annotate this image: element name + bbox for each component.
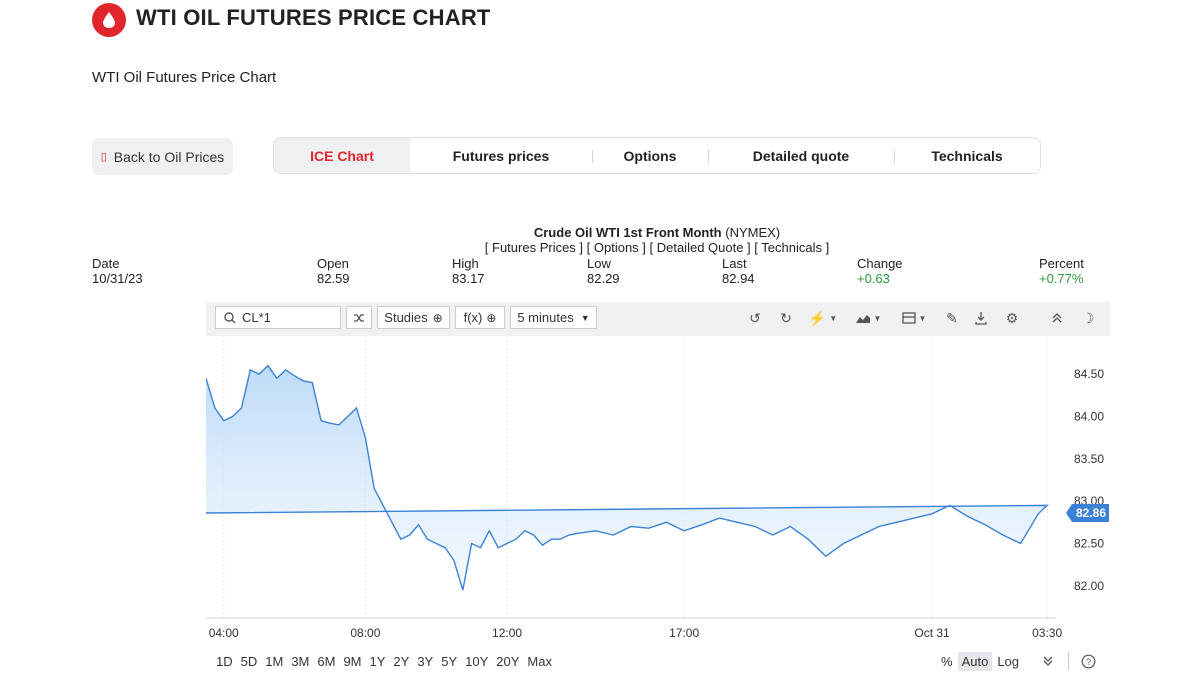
tab-detailed-quote[interactable]: Detailed quote xyxy=(708,138,894,173)
range-10y[interactable]: 10Y xyxy=(465,653,489,669)
y-tick-label: 84.00 xyxy=(1074,409,1104,423)
y-tick-label: 82.50 xyxy=(1074,536,1104,550)
brand-logo xyxy=(92,3,126,37)
y-tick-label: 82.00 xyxy=(1074,579,1104,593)
range-1d[interactable]: 1D xyxy=(216,653,233,669)
studies-button[interactable]: Studies ⊕ xyxy=(377,306,450,329)
quote-high: High 83.17 xyxy=(452,256,485,286)
x-tick-label: 04:00 xyxy=(209,626,239,640)
dark-mode-moon-icon[interactable]: ☽ xyxy=(1081,309,1095,326)
page-title: WTI OIL FUTURES PRICE CHART xyxy=(136,5,491,30)
range-3m[interactable]: 3M xyxy=(291,653,310,669)
redo-icon[interactable]: ↻ xyxy=(780,309,792,326)
back-arrow-icon: ▯ xyxy=(100,151,107,163)
functions-label: f(x) xyxy=(463,310,483,325)
price-line xyxy=(206,364,1049,591)
expand-down-icon[interactable] xyxy=(1038,651,1058,671)
chevron-down-icon: ▼ xyxy=(829,313,838,323)
scale-auto[interactable]: Auto xyxy=(957,651,993,671)
range-6m[interactable]: 6M xyxy=(317,653,336,669)
chart-tabs: ICE Chart Futures prices Options Detaile… xyxy=(273,137,1041,174)
functions-button[interactable]: f(x) ⊕ xyxy=(455,306,505,329)
last-price-marker xyxy=(1066,503,1109,522)
tab-technicals[interactable]: Technicals xyxy=(894,138,1040,173)
x-tick-label: 17:00 xyxy=(669,626,699,640)
interval-value: 5 minutes xyxy=(517,310,574,325)
help-icon[interactable]: ? xyxy=(1078,651,1098,671)
layout-menu[interactable]: ▼ xyxy=(898,308,930,328)
quote-date: Date 10/31/23 xyxy=(92,256,143,286)
search-icon xyxy=(224,311,236,323)
chevron-down-icon: ▼ xyxy=(918,313,927,323)
chevron-down-icon: ▼ xyxy=(580,312,590,323)
x-tick-label: 08:00 xyxy=(350,626,380,640)
svg-text:?: ? xyxy=(1085,657,1090,667)
lightning-icon: ⚡ xyxy=(808,309,827,326)
range-5d[interactable]: 5D xyxy=(240,653,258,669)
pencil-icon[interactable]: ✎ xyxy=(946,309,958,326)
compare-button[interactable] xyxy=(346,306,372,329)
chevron-down-icon: ▼ xyxy=(873,313,882,323)
price-area-fill xyxy=(206,365,1048,618)
range-9m[interactable]: 9M xyxy=(343,653,362,669)
collapse-up-icon[interactable] xyxy=(1047,308,1067,328)
plus-circle-icon: ⊕ xyxy=(432,310,443,325)
scale-percent[interactable]: % xyxy=(941,653,953,669)
range-1y[interactable]: 1Y xyxy=(369,653,386,669)
y-tick-label: 83.50 xyxy=(1074,452,1104,466)
settings-gear-icon[interactable]: ⚙ xyxy=(1005,309,1019,326)
quote-last: Last 82.94 xyxy=(722,256,755,286)
range-selector: 1D 5D 1M 3M 6M 9M 1Y 2Y 3Y 5Y 10Y 20Y Ma… xyxy=(212,650,556,672)
x-tick-label: 03:30 xyxy=(1032,626,1062,640)
quote-open: Open 82.59 xyxy=(317,256,350,286)
scale-log[interactable]: Log xyxy=(997,653,1020,669)
undo-icon[interactable]: ↺ xyxy=(749,309,761,326)
last-price-label: 82.86 xyxy=(1076,506,1106,520)
scale-selector: % Auto Log xyxy=(936,650,1024,672)
range-3y[interactable]: 3Y xyxy=(417,653,434,669)
oil-drop-icon xyxy=(103,12,115,28)
interval-select[interactable]: 5 minutes ▼ xyxy=(510,306,597,329)
x-tick-label: Oct 31 xyxy=(914,626,950,640)
symbol-value: CL*1 xyxy=(242,310,271,325)
shuffle-icon xyxy=(354,313,364,322)
symbol-search-input[interactable]: CL*1 xyxy=(215,306,341,329)
tab-ice-chart[interactable]: ICE Chart xyxy=(274,138,410,173)
range-5y[interactable]: 5Y xyxy=(441,653,458,669)
range-20y[interactable]: 20Y xyxy=(496,653,520,669)
events-menu[interactable]: ⚡ ▼ xyxy=(808,308,838,328)
quote-percent: Percent +0.77% xyxy=(1039,256,1084,286)
instrument-exchange: (NYMEX) xyxy=(725,225,781,240)
layout-icon xyxy=(901,312,916,324)
back-button-label: Back to Oil Prices xyxy=(113,148,225,165)
plus-circle-icon: ⊕ xyxy=(486,310,497,325)
quote-change: Change +0.63 xyxy=(857,256,903,286)
x-tick-label: 12:00 xyxy=(492,626,522,640)
tab-options[interactable]: Options xyxy=(592,138,708,173)
y-tick-label: 84.50 xyxy=(1074,367,1104,381)
chart-style-menu[interactable]: ▼ xyxy=(852,308,884,328)
tab-futures-prices[interactable]: Futures prices xyxy=(452,147,550,164)
download-icon[interactable] xyxy=(971,308,991,328)
toolbar-divider xyxy=(1068,652,1069,670)
studies-label: Studies xyxy=(384,310,428,325)
quote-low: Low 82.29 xyxy=(587,256,620,286)
back-to-oil-prices-button[interactable]: ▯ Back to Oil Prices xyxy=(92,138,233,175)
range-max[interactable]: Max xyxy=(527,653,552,669)
instrument-heading: Crude Oil WTI 1st Front Month (NYMEX) xyxy=(0,225,1200,240)
page-subtitle: WTI Oil Futures Price Chart xyxy=(92,69,277,86)
instrument-links[interactable]: [ Futures Prices ] [ Options ] [ Detaile… xyxy=(484,240,830,255)
range-2y[interactable]: 2Y xyxy=(393,653,410,669)
area-chart-icon xyxy=(855,315,870,323)
instrument-name: Crude Oil WTI 1st Front Month xyxy=(533,225,722,240)
range-1m[interactable]: 1M xyxy=(265,653,284,669)
